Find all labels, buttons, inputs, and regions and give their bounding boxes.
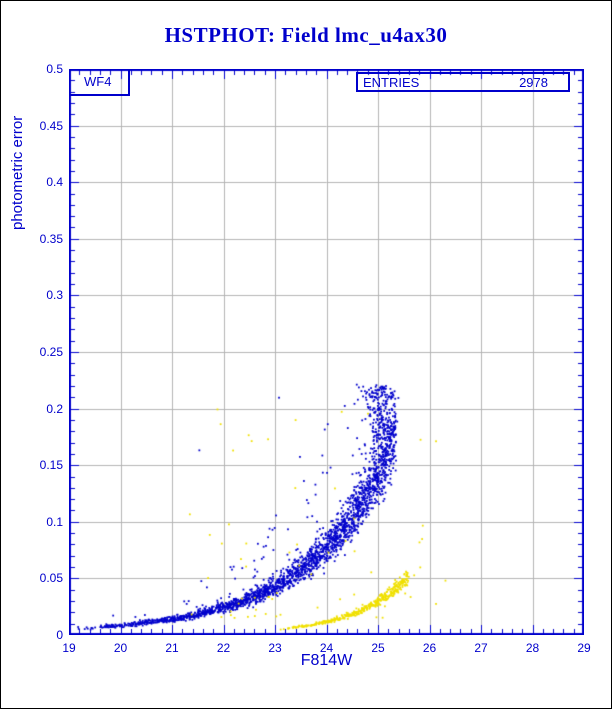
x-tick-label: 20 [113,641,128,655]
x-tick-label: 21 [165,641,179,655]
x-tick-label: 25 [371,641,385,655]
camera-label: WF4 [84,74,112,89]
x-tick-label: 28 [525,641,540,655]
y-tick-label: 0.5 [46,62,63,76]
y-tick-label: 0 [56,628,63,642]
entries-stat-box: ENTRIES 2978 [356,72,570,92]
y-tick-label: 0.45 [39,118,63,133]
x-tick-label: 26 [422,641,437,655]
y-tick-label: 0.3 [46,288,63,303]
y-tick-label: 0.2 [46,401,63,416]
y-tick-label: 0.05 [39,571,63,586]
y-axis-tick-labels: 0 0.05 0.1 0.15 0.2 0.25 0.3 0.35 0.4 0.45 0.5 [7,1,63,708]
entries-value: 2978 [519,74,548,90]
chart-title: HSTPHOT: Field lmc_u4ax30 [164,23,448,47]
x-tick-label: 22 [216,641,231,655]
camera-label-box: WF4 [70,70,130,96]
x-tick-label: 27 [474,641,488,655]
y-tick-label: 0.25 [39,345,63,359]
x-tick-label: 23 [268,641,282,655]
x-tick-label: 19 [62,641,76,655]
y-tick-label: 0.4 [46,175,63,190]
scatter-plot-canvas [69,69,584,635]
y-tick-label: 0.35 [39,231,63,246]
y-tick-label: 0.1 [46,514,63,529]
y-tick-label: 0.15 [39,458,63,473]
x-tick-label: 29 [577,641,591,655]
entries-label: ENTRIES [363,74,420,90]
x-axis-tick-labels: 19 20 21 22 23 24 25 26 27 28 29 [1,641,611,655]
x-tick-label: 24 [319,641,334,655]
x-axis-title: F814W [300,652,353,669]
